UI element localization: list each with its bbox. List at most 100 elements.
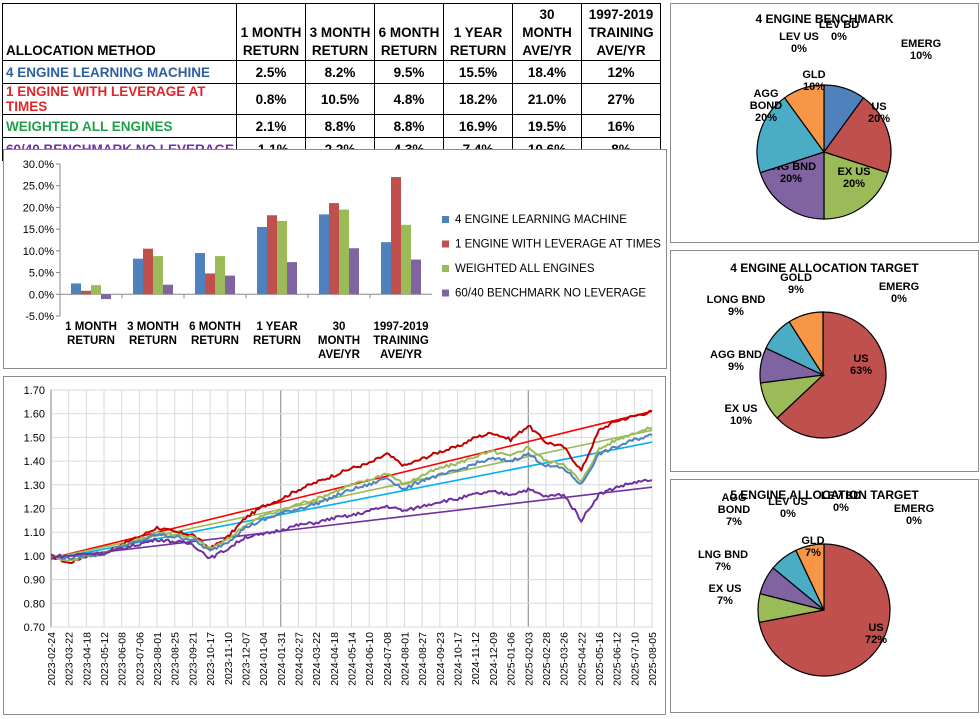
bar	[391, 177, 401, 295]
bar	[411, 259, 421, 295]
x-tick-label: 2023-12-07	[240, 632, 252, 686]
x-tick-label: 2024-07-08	[382, 632, 394, 686]
table-row: WEIGHTED ALL ENGINES 2.1% 8.8% 8.8% 16.9% 19.…	[2, 114, 661, 138]
bar	[163, 284, 173, 295]
pie-slice	[788, 311, 824, 378]
table-row: 1 ENGINE WITH LEVERAGE AT TIMES 0.8% 10.5%…	[2, 83, 661, 115]
slice-label: AGG BOND 7%	[718, 492, 750, 528]
bar	[81, 290, 91, 295]
slice-label: EMERG 0%	[879, 281, 919, 305]
legend-label: 60/40 BENCHMARK NO LEVERAGE	[455, 288, 646, 300]
table-header-cell: 3 MONTH RETURN	[305, 3, 375, 61]
legend-label: WEIGHTED ALL ENGINES	[455, 263, 595, 275]
x-tick-label: 2024-01-04	[258, 632, 270, 686]
pie-panel-4-engine: 4 ENGINE ALLOCATION TARGET EMERG 0% US 63% EX…	[670, 250, 979, 472]
pie-slice	[776, 311, 887, 439]
y-tick-label: 30.0%	[23, 159, 54, 171]
slice-label: US 63%	[850, 353, 872, 377]
table-cell: 0.8%	[236, 83, 306, 115]
y-tick-label: 1.30	[24, 480, 45, 492]
x-tick-label: 2025-07-10	[629, 632, 641, 686]
x-tick-label: 2025-02-03	[523, 632, 535, 686]
table-row: 4 ENGINE LEARNING MACHINE 2.5% 8.2% 9.5% 15.…	[2, 60, 661, 84]
category-label: 1997-2019 TRAINING AVE/YR	[373, 321, 429, 361]
bar	[143, 248, 153, 295]
slice-label: LEV US 0%	[768, 496, 808, 520]
table-cell: 16.9%	[443, 114, 513, 138]
y-tick-label: 20.0%	[23, 202, 54, 214]
x-tick-label: 2024-10-17	[453, 632, 465, 686]
x-tick-label: 2024-09-23	[435, 632, 447, 686]
slice-label: EX US 20%	[837, 166, 870, 190]
trend-line	[50, 486, 653, 560]
series-line	[50, 409, 653, 564]
bar-chart-panel: -5.0% 0.0% 5.0% 10.0% 15.0% 20.0% 25.0% 30.0% 1 …	[3, 149, 667, 369]
x-tick-label: 2025-06-12	[612, 632, 624, 686]
bar	[381, 242, 391, 295]
x-tick-label: 2024-02-27	[293, 632, 305, 686]
table-cell: 12%	[581, 60, 661, 84]
table-cell: 2.1%	[236, 114, 306, 138]
slice-label: EMERG 10%	[901, 38, 941, 62]
x-tick-label: 2023-08-25	[170, 632, 182, 686]
y-tick-label: 1.20	[24, 504, 45, 516]
row-label: 4 ENGINE LEARNING MACHINE	[2, 60, 237, 84]
slice-label: US 72%	[865, 622, 887, 646]
pie-chart-4-engine: 4 ENGINE ALLOCATION TARGET EMERG 0% US 63% EX…	[707, 261, 919, 439]
bar	[277, 220, 287, 295]
x-tick-label: 2024-08-01	[400, 632, 412, 686]
bar	[329, 203, 339, 295]
pie-slice	[823, 151, 889, 220]
pie-title: 4 ENGINE ALLOCATION TARGET	[730, 261, 919, 275]
table-cell: 4.8%	[374, 83, 444, 115]
x-tick-label: 2024-05-14	[347, 632, 359, 686]
row-label: WEIGHTED ALL ENGINES	[2, 114, 237, 138]
x-tick-label: 2025-01-06	[506, 632, 518, 686]
table-cell: 2.5%	[236, 60, 306, 84]
table-cell: 8.8%	[374, 114, 444, 138]
slice-label: GLD 7%	[801, 535, 824, 559]
x-tick-label: 2025-05-16	[594, 632, 606, 686]
pie-panel-benchmark: 4 ENGINE BENCHMARK LEV US 0% LEV BD 0% EMERG 1…	[670, 3, 979, 243]
pie-slice	[823, 96, 892, 174]
table-cell: 19.5%	[512, 114, 582, 138]
slice-label: EMERG 0%	[894, 503, 934, 527]
bar	[401, 224, 411, 295]
y-tick-label: 0.90	[24, 575, 45, 587]
slice-label: LEV BD 0%	[819, 19, 859, 43]
x-tick-label: 2023-07-06	[134, 632, 146, 686]
x-tick-label: 2024-12-09	[488, 632, 500, 686]
slice-label: AGG BND 9%	[710, 349, 762, 373]
x-tick-label: 2025-02-28	[541, 632, 553, 686]
slice-label: LONG BND 9%	[707, 294, 766, 318]
legend-swatch	[442, 289, 449, 297]
y-tick-label: 5.0%	[29, 268, 54, 280]
row-label: 1 ENGINE WITH LEVERAGE AT TIMES	[2, 83, 237, 115]
x-tick-label: 2023-10-17	[205, 632, 217, 686]
bar	[339, 209, 349, 295]
table-header-cell: 1997-2019 TRAINING AVE/YR	[581, 3, 661, 61]
bar	[287, 262, 297, 295]
bar	[195, 253, 205, 295]
x-tick-label: 2024-11-12	[470, 632, 482, 685]
bar	[215, 256, 225, 295]
x-tick-label: 2025-04-22	[576, 632, 588, 686]
category-label: 1 YEAR RETURN	[253, 321, 301, 347]
bar	[153, 256, 163, 295]
slice-label: EX US 7%	[708, 583, 741, 607]
bar	[91, 285, 101, 295]
legend-label: 1 ENGINE WITH LEVERAGE AT TIMES	[455, 239, 661, 251]
y-tick-label: 25.0%	[23, 181, 54, 193]
x-tick-label: 2025-08-05	[647, 632, 659, 686]
table-header-cell: 1 YEAR RETURN	[443, 3, 513, 61]
legend-swatch	[442, 265, 449, 272]
bar	[349, 248, 359, 295]
x-tick-label: 2023-08-01	[152, 632, 164, 686]
x-tick-label: 2023-11-10	[223, 632, 235, 685]
category-label: 30 MONTH AVE/YR	[318, 321, 361, 361]
category-label: 1 MONTH RETURN	[65, 321, 117, 347]
legend-swatch	[442, 240, 449, 248]
bar	[71, 283, 81, 295]
y-tick-label: 1.50	[24, 432, 45, 444]
